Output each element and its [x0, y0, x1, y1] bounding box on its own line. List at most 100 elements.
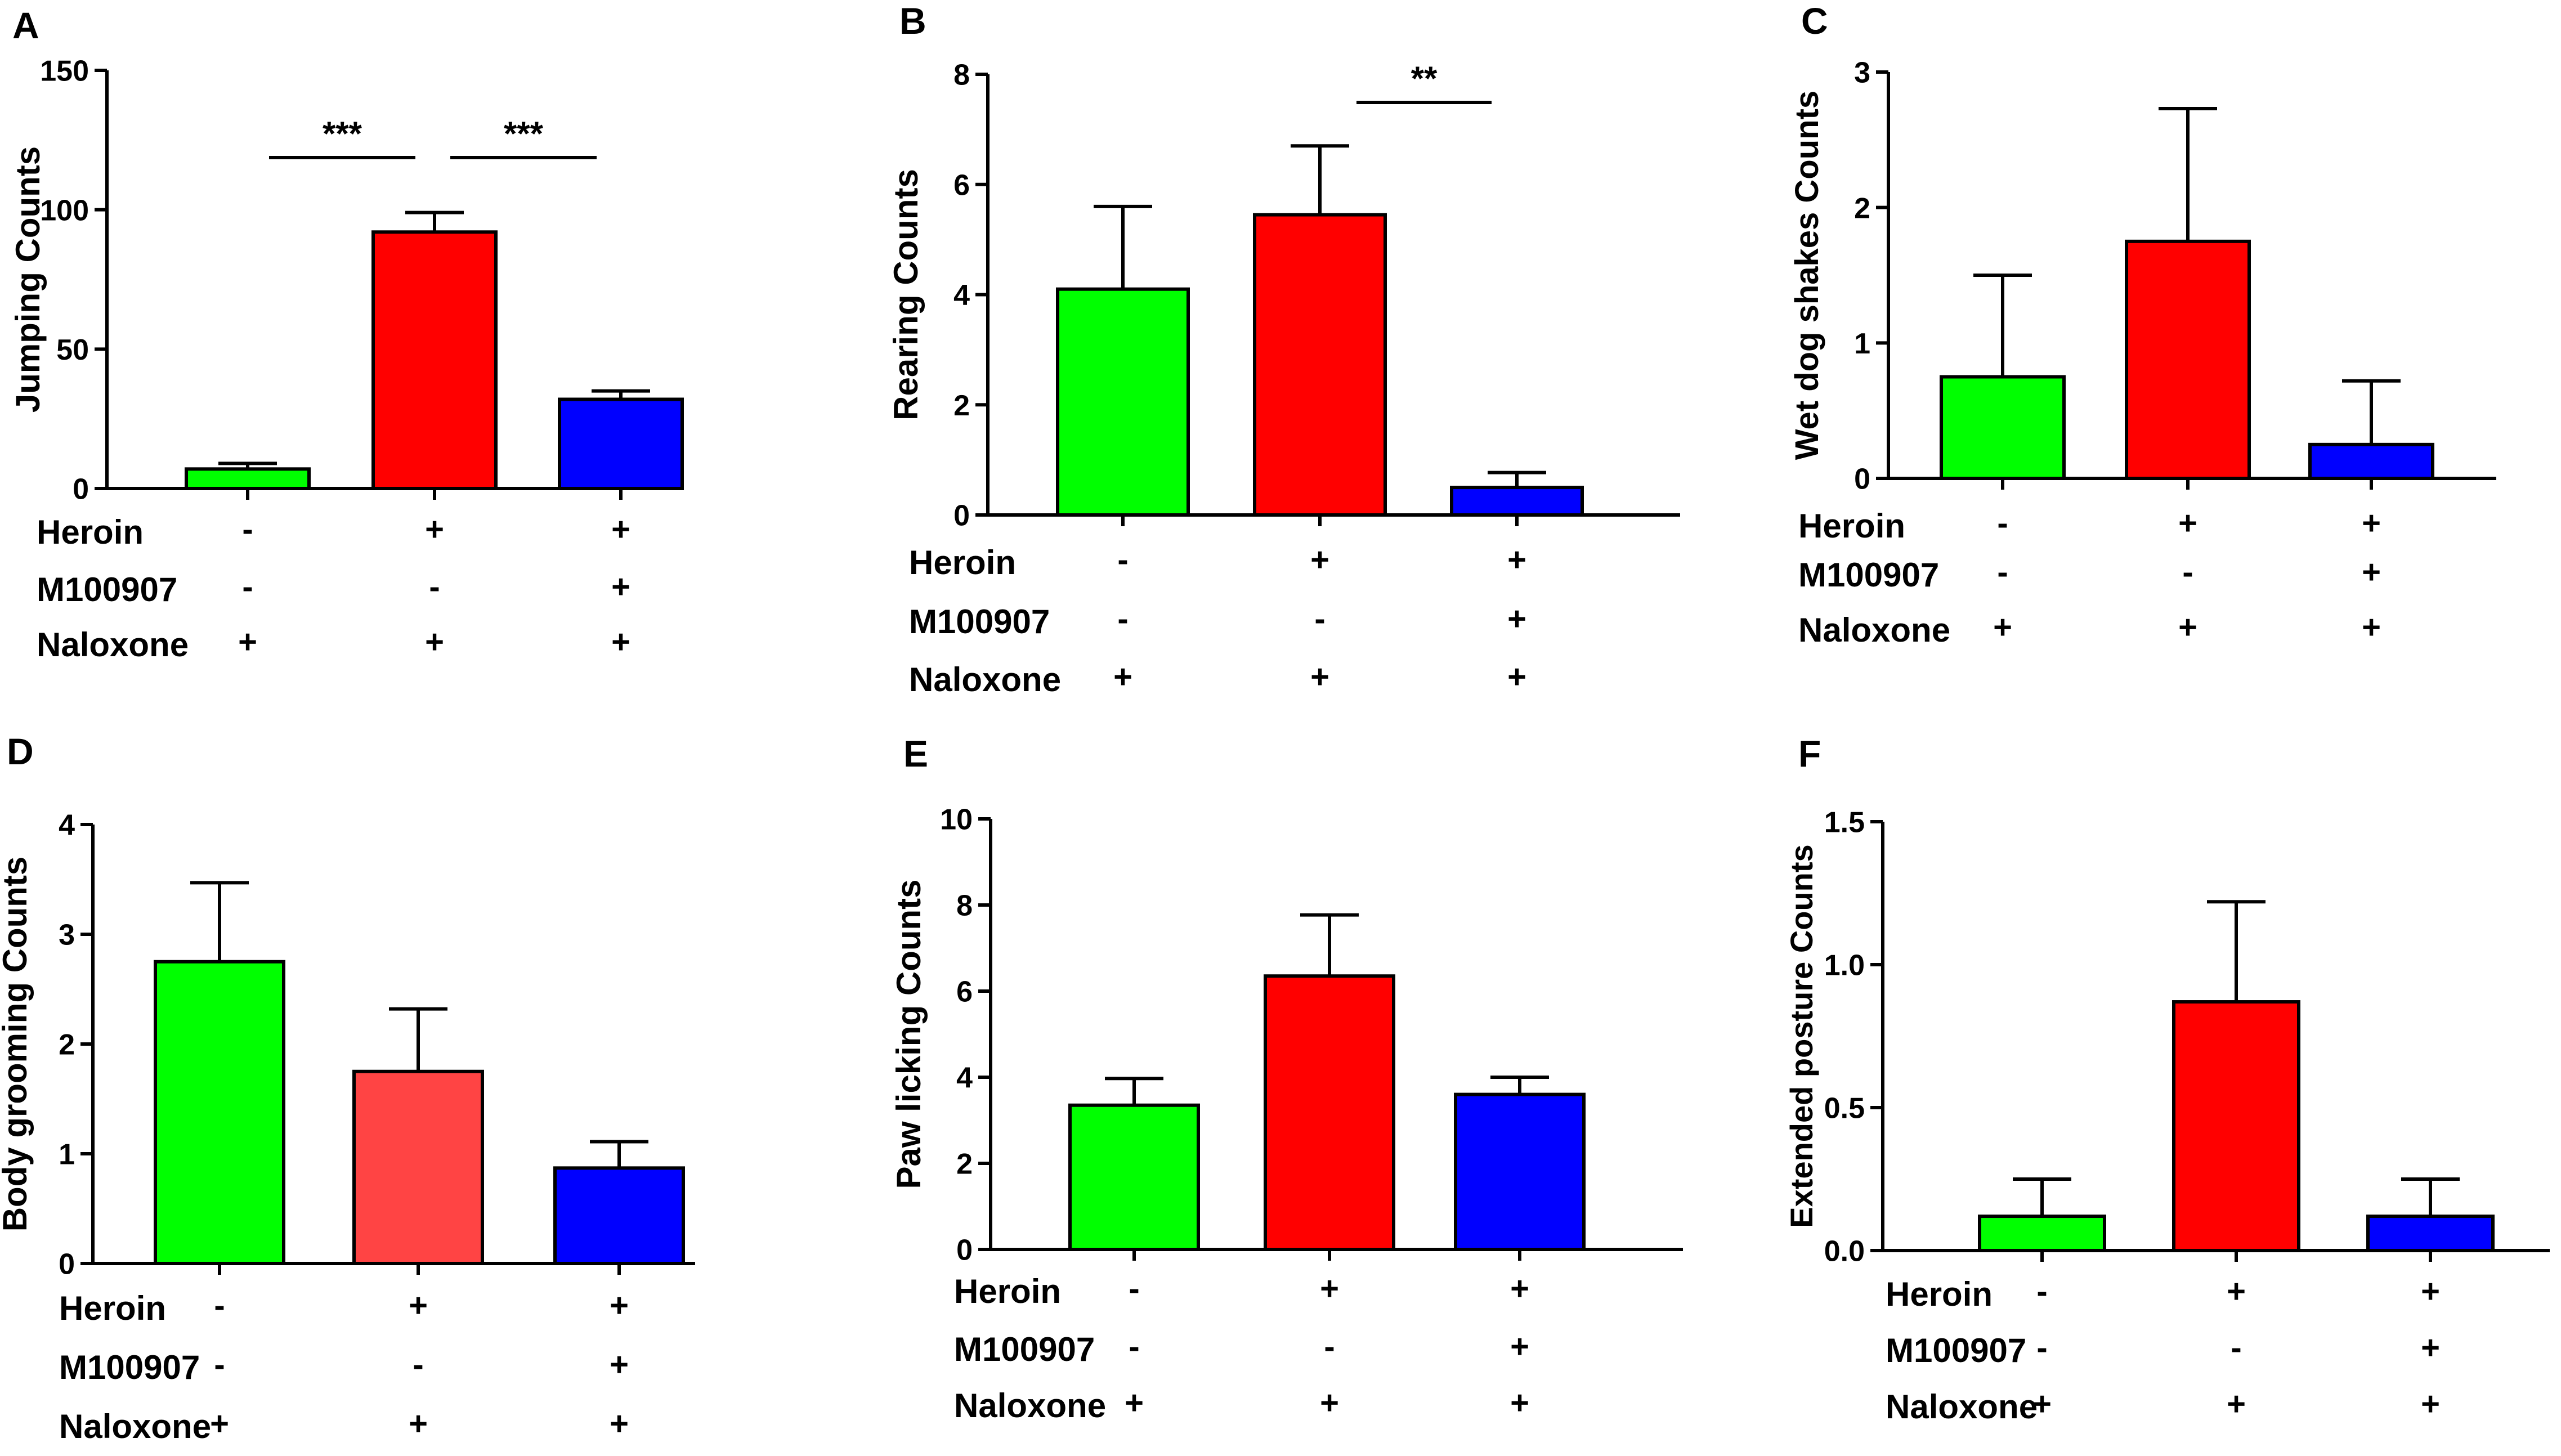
- significance-label: ***: [504, 115, 544, 153]
- bar: [185, 467, 311, 490]
- minus-sign: -: [242, 568, 253, 605]
- plus-sign: +: [611, 624, 630, 660]
- y-tick-label: 2: [59, 1029, 75, 1061]
- treatment-label-m100907: M100907: [1886, 1332, 2026, 1369]
- plus-sign: +: [409, 1287, 428, 1324]
- bar: [154, 960, 285, 1265]
- treatment-label-m100907: M100907: [954, 1330, 1095, 1368]
- treatment-label-heroin: Heroin: [37, 513, 144, 551]
- y-tick-label: 2: [956, 1148, 973, 1181]
- y-tick-label: 4: [59, 809, 75, 842]
- y-tick-label: 8: [956, 890, 973, 922]
- plus-sign: +: [2421, 1273, 2440, 1310]
- bar: [1454, 1092, 1586, 1251]
- minus-sign: -: [1997, 554, 2008, 590]
- plus-sign: +: [1310, 541, 1329, 578]
- treatment-label-heroin: Heroin: [954, 1273, 1061, 1310]
- treatment-label-naloxone: Naloxone: [59, 1408, 211, 1445]
- plus-sign: +: [425, 624, 444, 660]
- treatment-label-m100907: M100907: [1798, 556, 1939, 594]
- panel-d: D 0 1 2 3 4 Body grooming Counts Heroin - + + M1009…: [0, 731, 695, 1445]
- bar: [558, 397, 684, 491]
- minus-sign: -: [2182, 554, 2193, 590]
- plus-sign: +: [1510, 1385, 1529, 1421]
- plus-sign: +: [610, 1405, 629, 1442]
- y-tick-label: 4: [953, 279, 970, 312]
- plus-sign: +: [1993, 609, 2012, 646]
- plus-sign: +: [1113, 658, 1132, 695]
- plus-sign: +: [1320, 1385, 1339, 1421]
- treatment-label-heroin: Heroin: [1798, 507, 1905, 545]
- plus-sign: +: [425, 511, 444, 548]
- bar: [352, 1069, 484, 1265]
- treatment-label-m100907: M100907: [909, 603, 1050, 640]
- panel-b: B 0 2 4 6 8 Rearing Counts ** Heroin - + + M100907 - -…: [887, 0, 1680, 698]
- minus-sign: -: [429, 568, 440, 605]
- plus-sign: +: [1320, 1270, 1339, 1307]
- treatment-label-naloxone: Naloxone: [1798, 611, 1950, 649]
- bar: [2172, 1000, 2300, 1253]
- plus-sign: +: [1507, 541, 1526, 578]
- y-tick-label: 0: [956, 1234, 973, 1267]
- plus-sign: +: [1507, 601, 1526, 637]
- bar: [1056, 287, 1190, 517]
- y-tick-label: 3: [1854, 57, 1870, 89]
- y-tick-label: 0.5: [1824, 1092, 1865, 1125]
- y-tick-label: 1: [59, 1139, 75, 1171]
- treatment-label-heroin: Heroin: [1886, 1275, 1993, 1313]
- panel-letter: A: [12, 5, 39, 46]
- treatment-label-m100907: M100907: [37, 571, 177, 608]
- y-axis-label: Body grooming Counts: [0, 857, 34, 1232]
- plus-sign: +: [2227, 1273, 2246, 1310]
- plus-sign: +: [611, 568, 630, 605]
- treatment-label-naloxone: Naloxone: [1886, 1388, 2038, 1426]
- minus-sign: -: [2036, 1273, 2047, 1310]
- plus-sign: +: [409, 1405, 428, 1442]
- minus-sign: -: [2231, 1329, 2241, 1366]
- significance-label: **: [1411, 60, 1438, 97]
- y-tick-label: 6: [953, 169, 970, 201]
- plus-sign: +: [1510, 1270, 1529, 1307]
- plus-sign: +: [2421, 1386, 2440, 1422]
- plus-sign: +: [2178, 609, 2197, 646]
- panel-letter: E: [903, 733, 928, 774]
- plus-sign: +: [238, 624, 257, 660]
- y-axis-label: Paw licking Counts: [890, 879, 928, 1189]
- y-axis-label: Jumping Counts: [9, 146, 47, 413]
- y-tick-label: 6: [956, 976, 973, 1009]
- minus-sign: -: [1117, 541, 1128, 578]
- treatment-label-naloxone: Naloxone: [954, 1387, 1106, 1424]
- minus-sign: -: [1324, 1328, 1335, 1365]
- plus-sign: +: [2178, 505, 2197, 541]
- panel-e: E 0 2 4 6 8 10 Paw licking Counts Heroin - + + M1009…: [890, 733, 1683, 1424]
- plus-sign: +: [2421, 1329, 2440, 1366]
- plus-sign: +: [1310, 658, 1329, 695]
- y-tick-label: 1.5: [1824, 807, 1865, 839]
- bar: [2366, 1215, 2495, 1253]
- panel-c: C 0 1 2 3 Wet dog shakes Counts Heroin - + + M1009…: [1789, 0, 2496, 649]
- plus-sign: +: [1507, 658, 1526, 695]
- panel-letter: C: [1801, 0, 1828, 42]
- y-tick-label: 0.0: [1824, 1235, 1865, 1268]
- panel-a: A 0 50 100 150 Jumping Counts *** *** Heroin - + + M…: [9, 5, 684, 664]
- y-axis-label: Rearing Counts: [887, 169, 925, 420]
- minus-sign: -: [1117, 601, 1128, 637]
- plus-sign: +: [610, 1346, 629, 1383]
- treatment-label-heroin: Heroin: [59, 1289, 166, 1327]
- plus-sign: +: [1510, 1328, 1529, 1365]
- bar: [1450, 486, 1584, 517]
- y-tick-label: 1: [1854, 328, 1870, 360]
- y-tick-label: 0: [73, 473, 89, 506]
- panel-letter: F: [1798, 733, 1821, 774]
- plus-sign: +: [2032, 1386, 2052, 1422]
- y-tick-label: 150: [40, 55, 89, 88]
- minus-sign: -: [214, 1287, 225, 1324]
- minus-sign: -: [214, 1346, 225, 1383]
- bar: [1978, 1215, 2106, 1253]
- minus-sign: -: [413, 1346, 423, 1383]
- y-tick-label: 100: [40, 194, 89, 227]
- plus-sign: +: [2362, 609, 2381, 646]
- bar: [371, 230, 498, 490]
